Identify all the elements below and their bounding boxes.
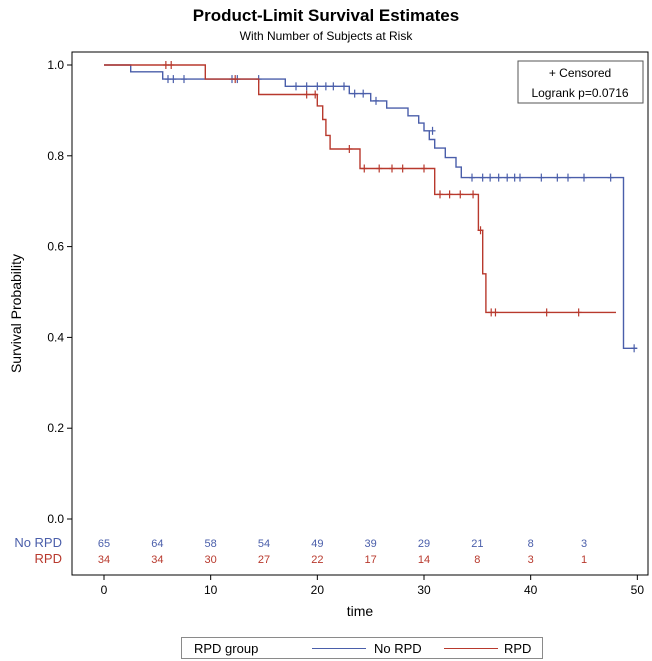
- x-tick-label: 10: [204, 583, 218, 597]
- chart-title: Product-Limit Survival Estimates: [192, 6, 460, 25]
- legend-label-rpd: RPD: [504, 641, 532, 656]
- x-tick-label: 50: [631, 583, 645, 597]
- at-risk-count-rpd: 22: [311, 554, 323, 566]
- at-risk-count-rpd: 8: [474, 554, 480, 566]
- at-risk-count-rpd: 34: [151, 554, 163, 566]
- annotation-logrank: Logrank p=0.0716: [531, 86, 628, 100]
- at-risk-count-rpd: 3: [528, 554, 534, 566]
- legend: RPD group No RPD RPD: [181, 637, 543, 659]
- series-line-rpd: [104, 64, 616, 314]
- at-risk-count-rpd: 14: [418, 554, 430, 566]
- at-risk-count-rpd: 1: [581, 554, 587, 566]
- at-risk-count-rpd: 17: [365, 554, 377, 566]
- chart-subtitle: With Number of Subjects at Risk: [239, 29, 413, 43]
- at-risk-count-no-rpd: 65: [98, 538, 110, 550]
- at-risk-count-rpd: 27: [258, 554, 270, 566]
- at-risk-label-no-rpd: No RPD: [14, 535, 62, 550]
- y-axis-label: Survival Probability: [8, 254, 24, 373]
- y-tick-label: 0.6: [47, 240, 64, 254]
- x-tick-label: 30: [417, 583, 431, 597]
- x-axis-label: time: [347, 603, 374, 619]
- at-risk-label-rpd: RPD: [35, 551, 62, 566]
- at-risk-count-no-rpd: 8: [528, 538, 534, 550]
- y-tick-label: 0.4: [47, 330, 64, 344]
- legend-line-no-rpd: [312, 648, 366, 649]
- at-risk-count-no-rpd: 64: [151, 538, 163, 550]
- at-risk-count-no-rpd: 49: [311, 538, 323, 550]
- legend-label-no-rpd: No RPD: [374, 641, 422, 656]
- x-tick-label: 20: [311, 583, 325, 597]
- annotation-censored: + Censored: [549, 66, 611, 80]
- legend-title: RPD group: [194, 641, 259, 656]
- annotation-box: [517, 60, 644, 104]
- at-risk-count-no-rpd: 21: [471, 538, 483, 550]
- plot-frame: [71, 51, 649, 576]
- x-tick-label: 0: [101, 583, 108, 597]
- y-tick-label: 1.0: [47, 58, 64, 72]
- series-line-no-rpd: [104, 64, 638, 349]
- at-risk-count-rpd: 30: [205, 554, 217, 566]
- legend-line-rpd: [444, 648, 498, 649]
- at-risk-count-rpd: 34: [98, 554, 110, 566]
- y-tick-label: 0.8: [47, 149, 64, 163]
- y-tick-label: 0.0: [47, 512, 64, 526]
- at-risk-count-no-rpd: 29: [418, 538, 430, 550]
- at-risk-count-no-rpd: 58: [205, 538, 217, 550]
- at-risk-count-no-rpd: 54: [258, 538, 270, 550]
- x-tick-label: 40: [524, 583, 538, 597]
- at-risk-count-no-rpd: 39: [365, 538, 377, 550]
- at-risk-count-no-rpd: 3: [581, 538, 587, 550]
- y-tick-label: 0.2: [47, 421, 64, 435]
